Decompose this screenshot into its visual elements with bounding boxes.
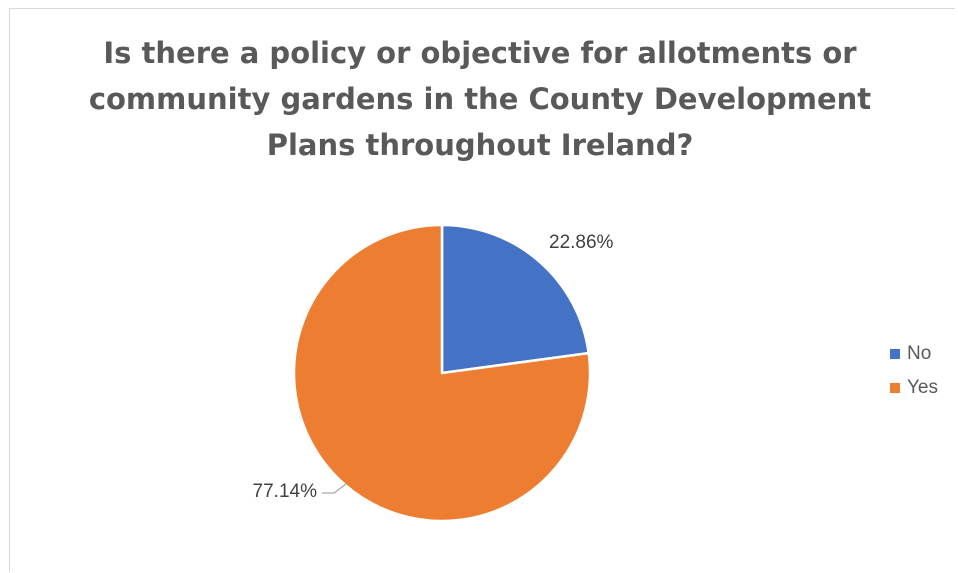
pie-slice-no [440,223,590,375]
data-label-yes: 77.14% [253,481,318,502]
data-label-no: 22.86% [549,232,614,253]
legend-swatch-no [890,349,900,359]
chart-title-line-3: Plans throughout Ireland? [266,128,694,162]
chart-title-line-2: community gardens in the County Developm… [88,82,872,116]
legend-label-yes: Yes [907,377,938,398]
leader-line-yes [322,483,347,494]
legend-label-no: No [907,343,932,364]
legend-item-no: No [890,340,938,368]
legend-item-yes: Yes [890,374,938,402]
legend-swatch-yes [890,383,900,393]
legend: No Yes [890,340,938,408]
chart-title: Is there a policy or objective for allot… [40,30,920,168]
chart-title-line-1: Is there a policy or objective for allot… [103,36,857,70]
